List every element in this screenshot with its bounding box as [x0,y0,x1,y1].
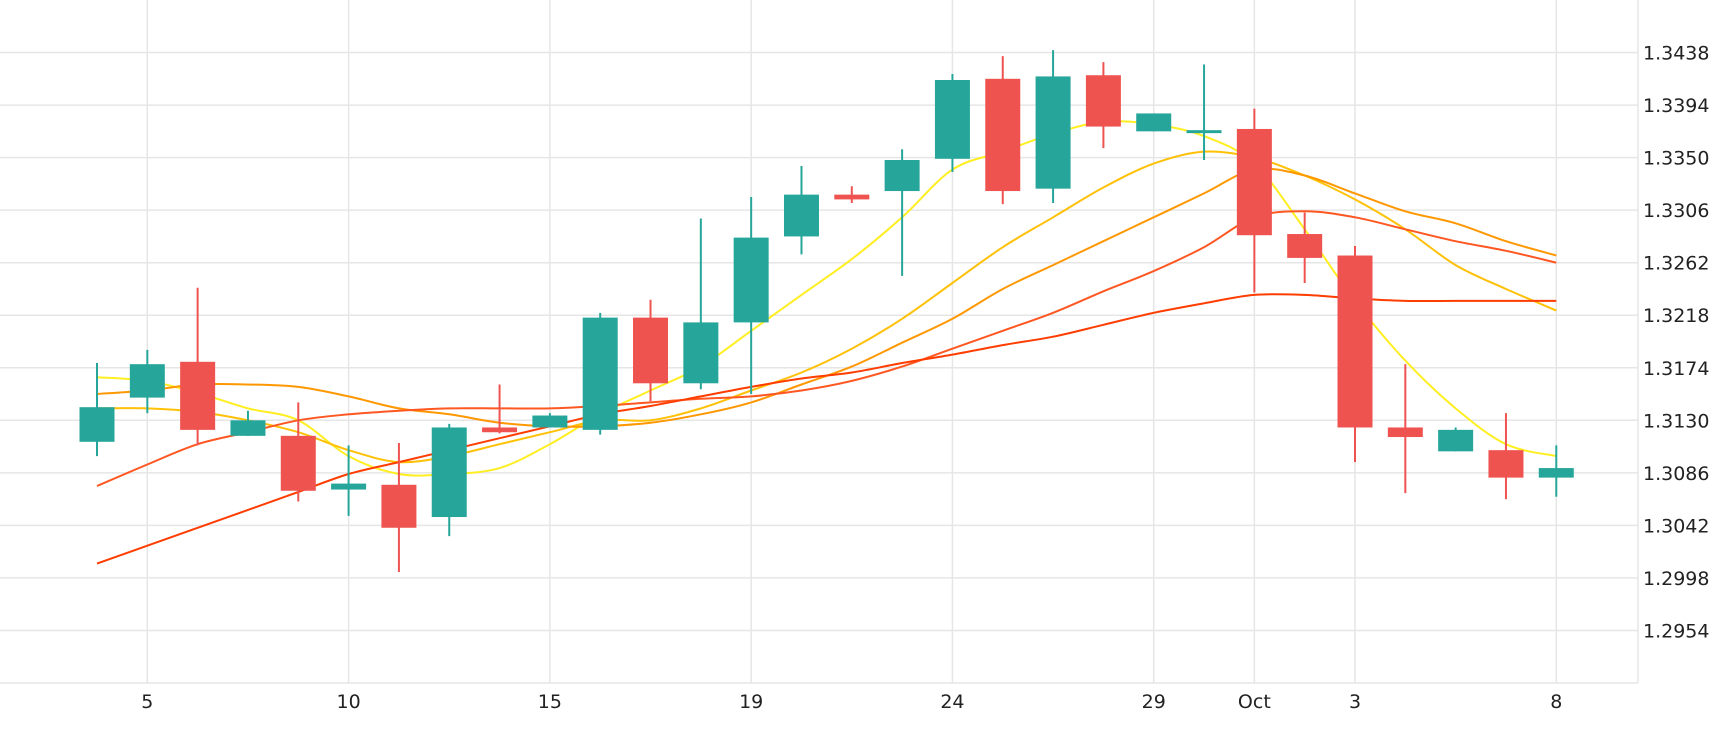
candle-body [1035,76,1071,189]
y-tick-label: 1.3262 [1643,253,1709,275]
y-axis: 1.3438 1.3394 1.3350 1.3306 1.3262 1.3218 1.31… [1643,43,1709,643]
candle-down [180,287,216,446]
candle-body [633,317,669,384]
candle-up [1186,64,1222,161]
candle-up [733,197,769,395]
candle-down [1387,364,1423,494]
candles [79,50,1574,572]
candle-up [884,149,920,276]
candle-down [1287,212,1323,283]
candle-body [985,78,1021,192]
x-tick-label: 3 [1349,691,1361,713]
candle-body [280,435,316,491]
candle-up [1035,50,1071,203]
candle-down [834,186,870,203]
candle-down [482,384,518,434]
candle-body [1085,75,1121,127]
candle-down [1085,62,1121,149]
y-tick-label: 1.3042 [1643,515,1709,537]
candle-body [1186,130,1222,134]
candle-body [1287,234,1323,258]
candle-up [129,349,165,414]
candle-body [230,420,266,436]
x-tick-label: 29 [1142,691,1166,713]
candle-body [834,194,870,200]
candle-body [129,364,165,398]
candle-body [1538,468,1574,478]
candle-body [1488,450,1524,478]
candle-up [934,74,970,172]
candle-body [884,160,920,192]
candle-body [934,80,970,159]
x-axis: 5 10 15 19 24 29 Oct 3 8 [141,691,1562,713]
grid [0,0,1639,684]
candle-body [1438,429,1474,452]
candle-up [683,218,719,390]
candle-body [1387,427,1423,438]
candle-up [1438,427,1474,452]
candle-body [482,427,518,433]
x-tick-label: Oct [1238,691,1271,713]
x-tick-label: 5 [141,691,153,713]
candle-down [1337,245,1373,463]
candle-body [431,427,467,518]
candle-up [331,445,367,516]
y-tick-label: 1.3086 [1643,463,1709,485]
y-tick-label: 1.3130 [1643,410,1709,432]
y-tick-label: 1.2954 [1643,620,1709,642]
moving-average-line [96,150,1557,464]
candle-body [381,484,417,528]
candle-up [230,410,266,436]
moving-average-line [96,293,1557,565]
y-tick-label: 1.3394 [1643,95,1709,117]
candle-up [1538,445,1574,497]
y-tick-label: 1.3306 [1643,200,1709,222]
y-tick-label: 1.2998 [1643,568,1709,590]
candle-up [532,413,568,428]
candle-body [1236,128,1272,236]
x-tick-label: 10 [337,691,361,713]
x-tick-label: 8 [1550,691,1562,713]
y-tick-label: 1.3174 [1643,358,1709,380]
x-tick-label: 24 [940,691,964,713]
candle-up [783,165,819,255]
candle-body [1337,255,1373,428]
y-tick-label: 1.3350 [1643,148,1709,170]
candle-body [532,415,568,428]
candle-body [79,407,115,442]
candle-body [1136,113,1172,132]
candle-down [1236,108,1272,293]
candle-down [1488,413,1524,500]
x-tick-label: 19 [739,691,763,713]
candle-body [733,237,769,323]
candle-down [985,56,1021,205]
candle-down [633,299,669,402]
moving-average-lines [96,120,1557,565]
moving-average-line [96,120,1557,477]
candle-up [582,312,618,435]
candle-down [280,402,316,502]
x-tick-label: 15 [538,691,562,713]
y-tick-label: 1.3438 [1643,43,1709,65]
candle-body [683,322,719,384]
candle-up [431,423,467,537]
candle-up [79,362,115,457]
candle-down [381,442,417,572]
y-tick-label: 1.3218 [1643,305,1709,327]
candle-body [783,194,819,237]
candle-body [180,361,216,430]
moving-average-line [96,210,1557,487]
candle-body [582,317,618,430]
candle-up [1136,113,1172,132]
candle-body [331,483,367,490]
